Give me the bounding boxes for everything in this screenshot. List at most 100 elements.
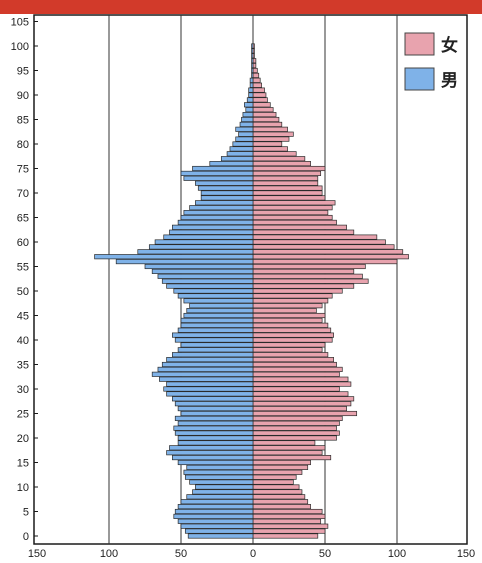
male-bar — [245, 107, 254, 113]
y-tick-label: 25 — [17, 409, 29, 421]
male-bar — [195, 200, 254, 206]
male-bar — [229, 146, 254, 152]
female-bar — [252, 464, 309, 470]
male-bar — [174, 401, 254, 407]
female-bar — [252, 499, 309, 505]
male-bar — [177, 347, 254, 353]
male-bar — [200, 190, 254, 196]
male-bar — [177, 504, 254, 510]
male-bar — [235, 136, 254, 142]
y-tick-label: 65 — [17, 213, 29, 225]
female-bar — [252, 288, 343, 294]
male-bar — [180, 342, 254, 348]
female-bar — [252, 67, 258, 74]
y-tick-label: 70 — [17, 188, 29, 200]
male-bar — [177, 219, 254, 225]
female-bar — [252, 87, 265, 93]
male-bar — [251, 67, 254, 74]
x-tick-label: 150 — [28, 548, 46, 558]
male-bar — [172, 224, 254, 230]
female-bar — [252, 435, 337, 441]
x-tick-label: 150 — [457, 548, 475, 558]
male-bar — [186, 308, 254, 314]
female-bar — [252, 97, 268, 103]
female-bar — [252, 332, 334, 338]
male-bar — [180, 499, 254, 505]
male-bar — [180, 170, 254, 176]
female-bar — [252, 151, 297, 157]
female-bar — [252, 308, 317, 314]
female-bar — [252, 77, 261, 83]
x-tick-label: 100 — [100, 548, 118, 558]
female-bar — [252, 273, 363, 279]
female-bar — [252, 229, 355, 235]
male-bar — [173, 513, 254, 519]
male-bar — [239, 121, 254, 127]
female-bar — [252, 205, 333, 211]
male-bar — [177, 293, 254, 299]
female-bar — [252, 195, 326, 201]
female-bar — [252, 347, 323, 353]
female-bar — [252, 450, 323, 456]
male-bar — [177, 518, 254, 524]
female-bar — [252, 136, 290, 142]
male-bar — [189, 479, 254, 485]
female-bar — [252, 185, 323, 191]
y-tick-label: 45 — [17, 311, 29, 323]
male-bar — [226, 151, 254, 157]
female-bar — [252, 420, 340, 426]
male-bar — [166, 391, 254, 397]
male-bar — [115, 259, 254, 265]
male-bar — [183, 469, 254, 475]
y-tick-label: 60 — [17, 237, 29, 249]
male-bar — [180, 322, 254, 328]
male-bar — [248, 92, 254, 98]
male-bar — [195, 180, 254, 186]
male-bar — [161, 278, 254, 284]
female-bar — [252, 293, 333, 299]
y-tick-label: 0 — [23, 531, 29, 543]
male-bar — [232, 141, 254, 147]
male-bar — [180, 214, 254, 221]
female-bar — [252, 190, 323, 196]
x-axis-ticks: 150 100 50 0 50 100 150 — [28, 548, 475, 560]
male-bar — [183, 210, 254, 216]
female-bar — [252, 131, 294, 137]
male-bar — [220, 156, 254, 162]
male-bar — [249, 77, 254, 83]
y-tick-label: 100 — [11, 41, 29, 53]
male-bar — [172, 332, 254, 338]
male-bar — [251, 43, 254, 49]
male-bar — [174, 337, 254, 343]
female-bar — [252, 357, 334, 363]
female-bar — [252, 234, 378, 240]
male-bar — [174, 430, 254, 436]
female-bar — [252, 381, 352, 387]
x-tick-label: 50 — [175, 548, 187, 558]
male-bar — [172, 396, 254, 402]
female-bar — [252, 518, 322, 524]
male-bar — [251, 58, 254, 64]
male-bar — [242, 112, 254, 118]
legend-male-label: 男 — [441, 71, 458, 90]
female-bar — [252, 469, 303, 475]
female-bar — [252, 508, 323, 515]
female-bar — [252, 180, 319, 186]
y-tick-label: 40 — [17, 335, 29, 347]
female-bar — [252, 361, 337, 368]
female-bar — [252, 268, 355, 274]
female-bar — [252, 63, 257, 69]
female-bar — [252, 523, 329, 529]
male-bar — [184, 474, 254, 480]
y-tick-label: 75 — [17, 164, 29, 176]
male-bar — [173, 288, 254, 294]
female-bar — [252, 200, 336, 206]
male-bar — [192, 165, 254, 172]
male-bar — [248, 87, 254, 93]
y-tick-label: 35 — [17, 360, 29, 372]
female-bar — [252, 317, 323, 323]
male-bar — [192, 489, 254, 495]
legend-male-swatch — [404, 67, 435, 91]
female-bar — [252, 102, 271, 108]
